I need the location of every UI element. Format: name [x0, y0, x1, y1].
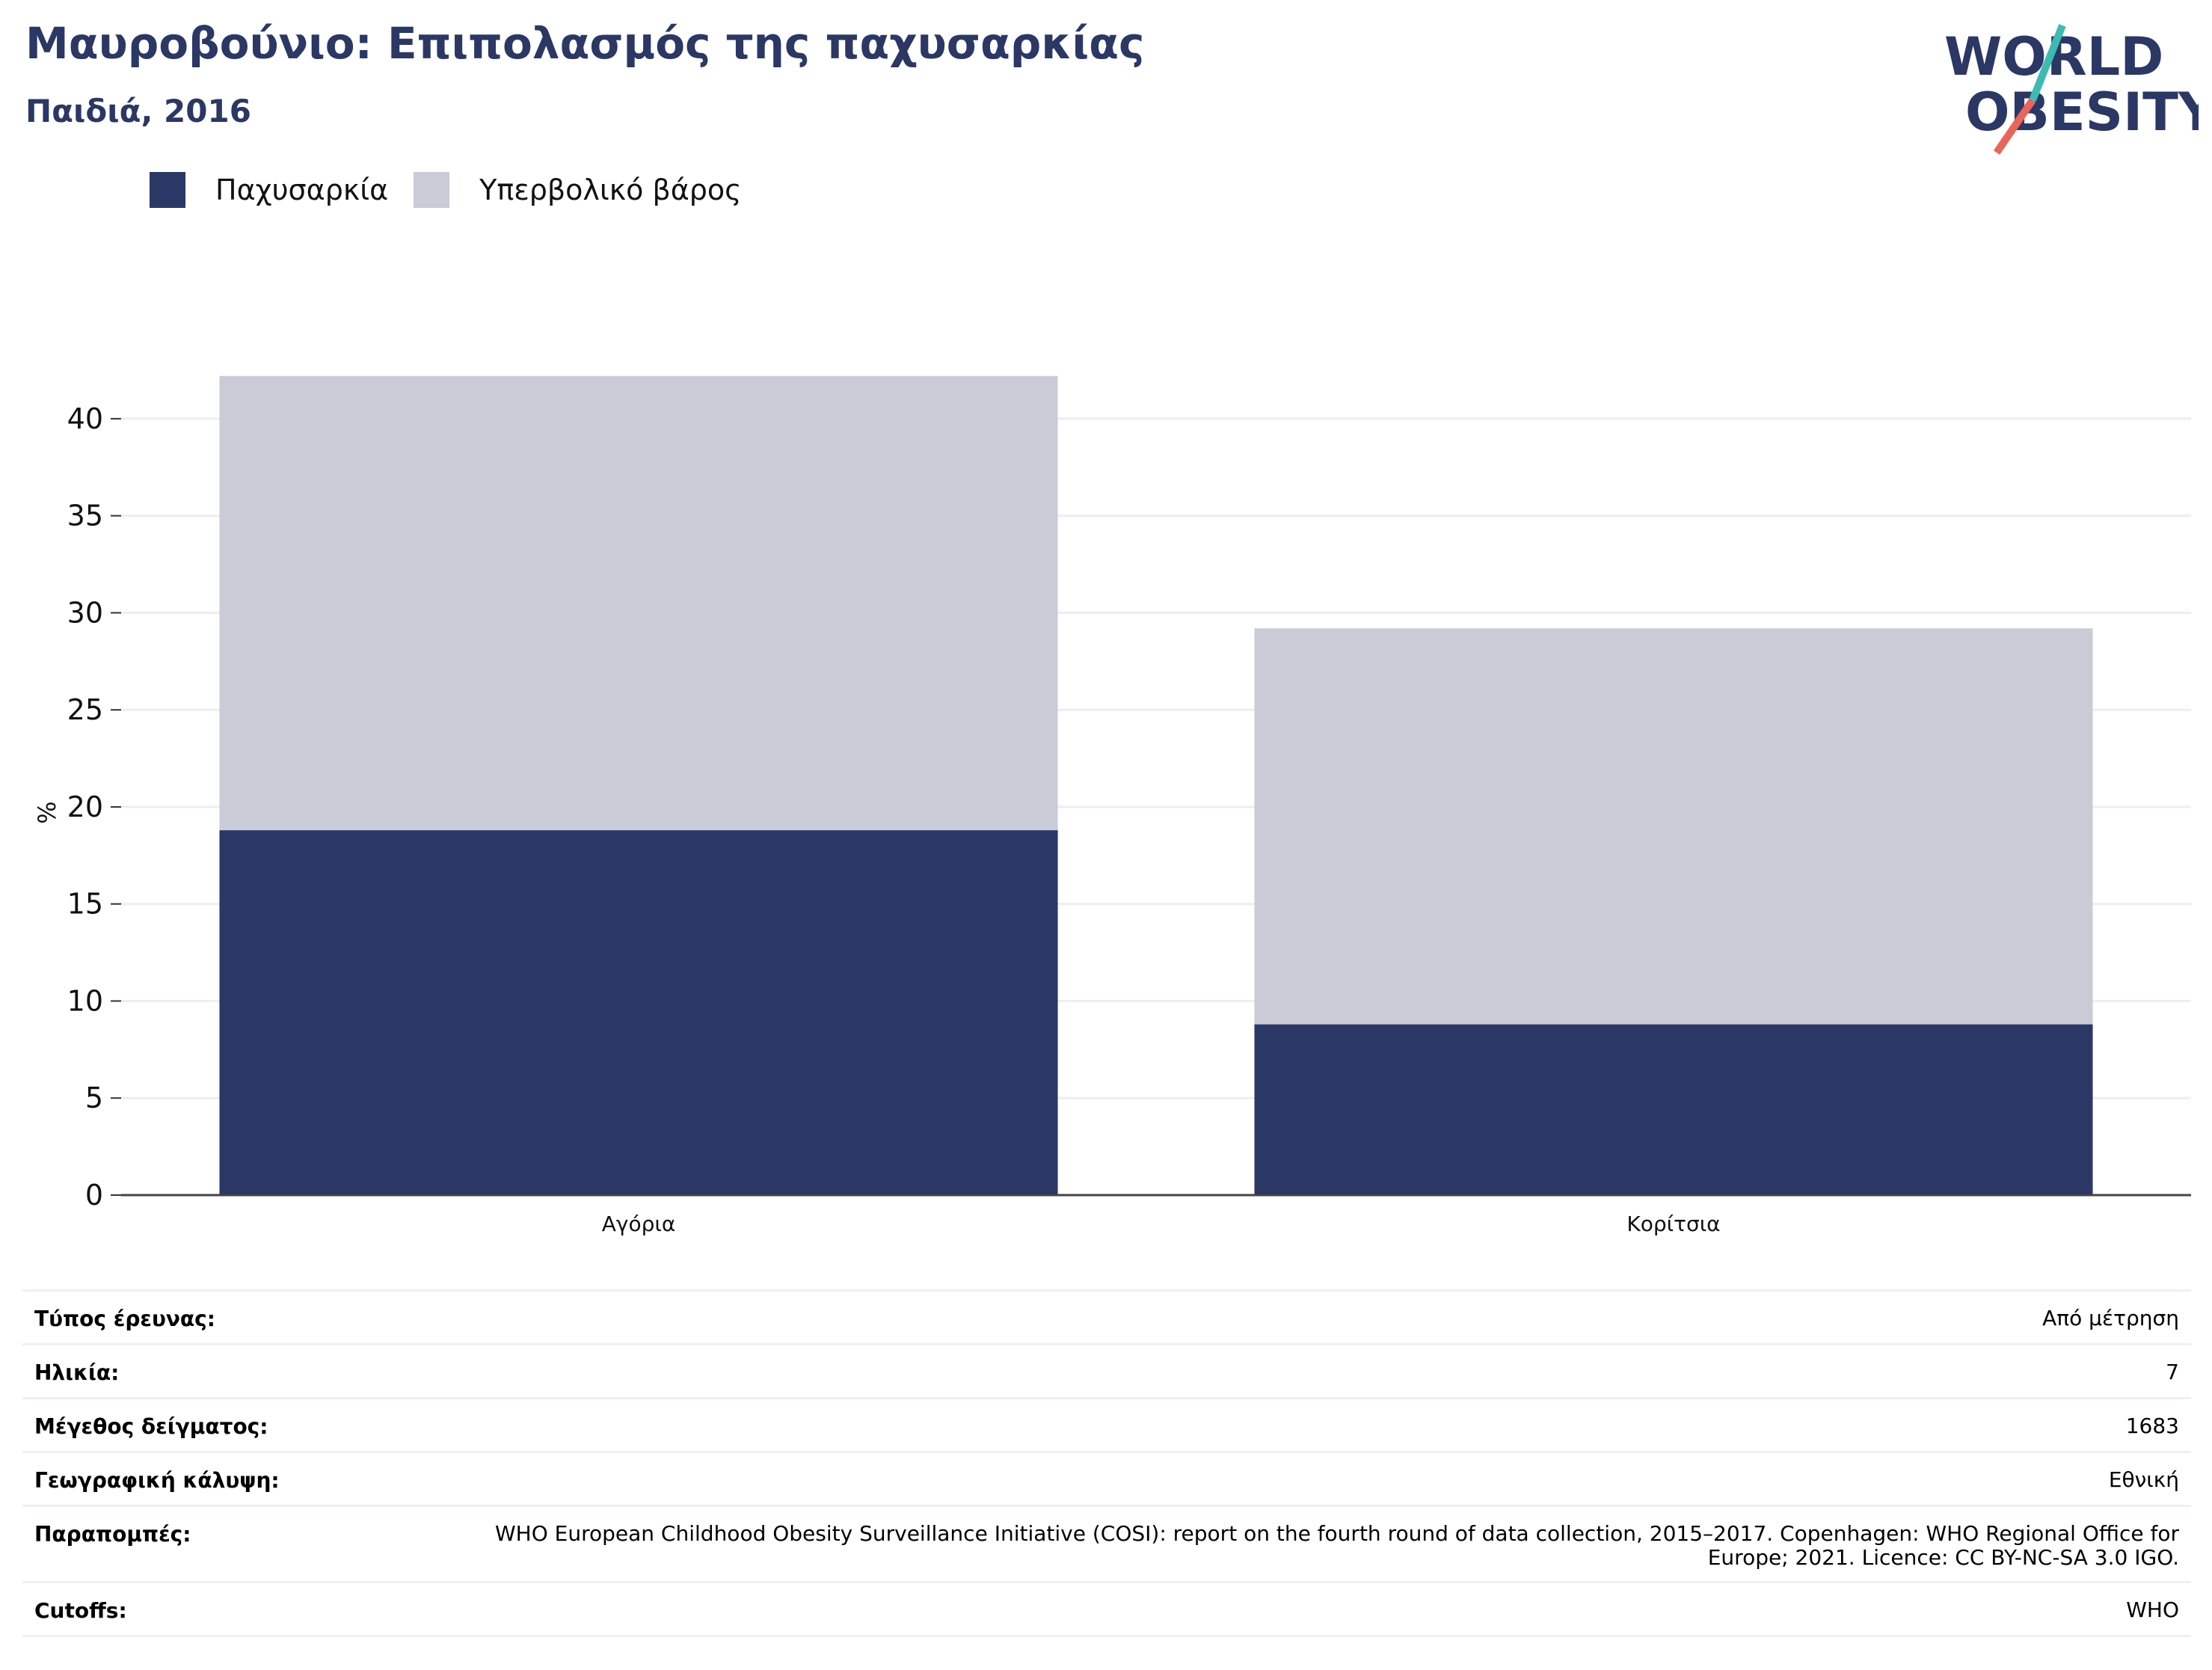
- bar-obesity: [1254, 1024, 2093, 1195]
- logo-slash-bottom: [1993, 98, 2036, 155]
- info-table: Τύπος έρευνας: Από μέτρηση Ηλικία: 7 Μέγ…: [22, 1289, 2191, 1637]
- info-value: Εθνική: [2108, 1467, 2179, 1492]
- info-value: WHO: [2126, 1597, 2179, 1622]
- info-label: Γεωγραφική κάλυψη:: [34, 1468, 280, 1493]
- y-tick-label: 25: [67, 693, 103, 726]
- legend-label-obesity: Παχυσαρκία: [215, 174, 389, 206]
- bar-overweight: [1254, 628, 2093, 1025]
- stacked-bar-chart: 0 5 10 15 20 25 30 35 40% Αγόρια Κορίτσια: [33, 375, 2191, 1236]
- chart-subtitle: Παιδιά, 2016: [25, 93, 251, 129]
- y-tick-label: 35: [67, 500, 103, 532]
- info-row-references: Παραπομπές: WHO European Childhood Obesi…: [22, 1507, 2191, 1583]
- info-row-cutoffs: Cutoffs: WHO: [22, 1583, 2191, 1637]
- info-label: Ηλικία:: [34, 1360, 120, 1385]
- world-obesity-logo: WORLD OBESITY: [1944, 24, 2199, 155]
- info-label: Τύπος έρευνας:: [34, 1307, 215, 1331]
- y-axis-label: %: [33, 801, 61, 823]
- legend-swatch-overweight: [414, 172, 450, 208]
- y-tick-label: 10: [67, 984, 103, 1017]
- info-label: Μέγεθος δείγματος:: [34, 1414, 268, 1439]
- info-row-sample-size: Μέγεθος δείγματος: 1683: [22, 1399, 2191, 1453]
- chart-legend: Παχυσαρκία Υπερβολικό βάρος: [150, 172, 766, 208]
- info-label: Cutoffs:: [34, 1598, 127, 1623]
- legend-swatch-obesity: [150, 172, 185, 208]
- info-row-coverage: Γεωγραφική κάλυψη: Εθνική: [22, 1453, 2191, 1507]
- x-tick-label: Κορίτσια: [1626, 1212, 1720, 1236]
- info-value: WHO European Childhood Obesity Surveilla…: [494, 1521, 2179, 1571]
- logo-text-obesity: OBESITY: [1965, 82, 2199, 143]
- legend-label-overweight: Υπερβολικό βάρος: [479, 174, 742, 206]
- y-tick-label: 20: [67, 791, 103, 823]
- bar-obesity: [219, 830, 1058, 1195]
- legend-item-obesity: Παχυσαρκία: [150, 172, 388, 208]
- chart-title: Μαυροβούνιο: Επιπολασμός της παχυσαρκίας: [25, 18, 1145, 69]
- logo-text-world: WORLD: [1944, 26, 2163, 88]
- y-tick-label: 40: [67, 402, 103, 435]
- bar-overweight: [219, 375, 1058, 831]
- logo-slash-top: [2029, 24, 2066, 102]
- info-row-age: Ηλικία: 7: [22, 1345, 2191, 1399]
- info-value: 7: [2166, 1360, 2179, 1384]
- y-tick-label: 15: [67, 888, 103, 921]
- y-tick-label: 30: [67, 596, 103, 629]
- x-tick-label: Αγόρια: [602, 1212, 676, 1236]
- info-value: 1683: [2125, 1413, 2179, 1438]
- info-value: Από μέτρηση: [2042, 1306, 2179, 1330]
- info-label: Παραπομπές:: [34, 1522, 191, 1547]
- y-tick-label: 0: [85, 1179, 103, 1212]
- info-row-survey-type: Τύπος έρευνας: Από μέτρηση: [22, 1292, 2191, 1345]
- legend-item-overweight: Υπερβολικό βάρος: [414, 172, 741, 208]
- y-tick-label: 5: [85, 1081, 103, 1114]
